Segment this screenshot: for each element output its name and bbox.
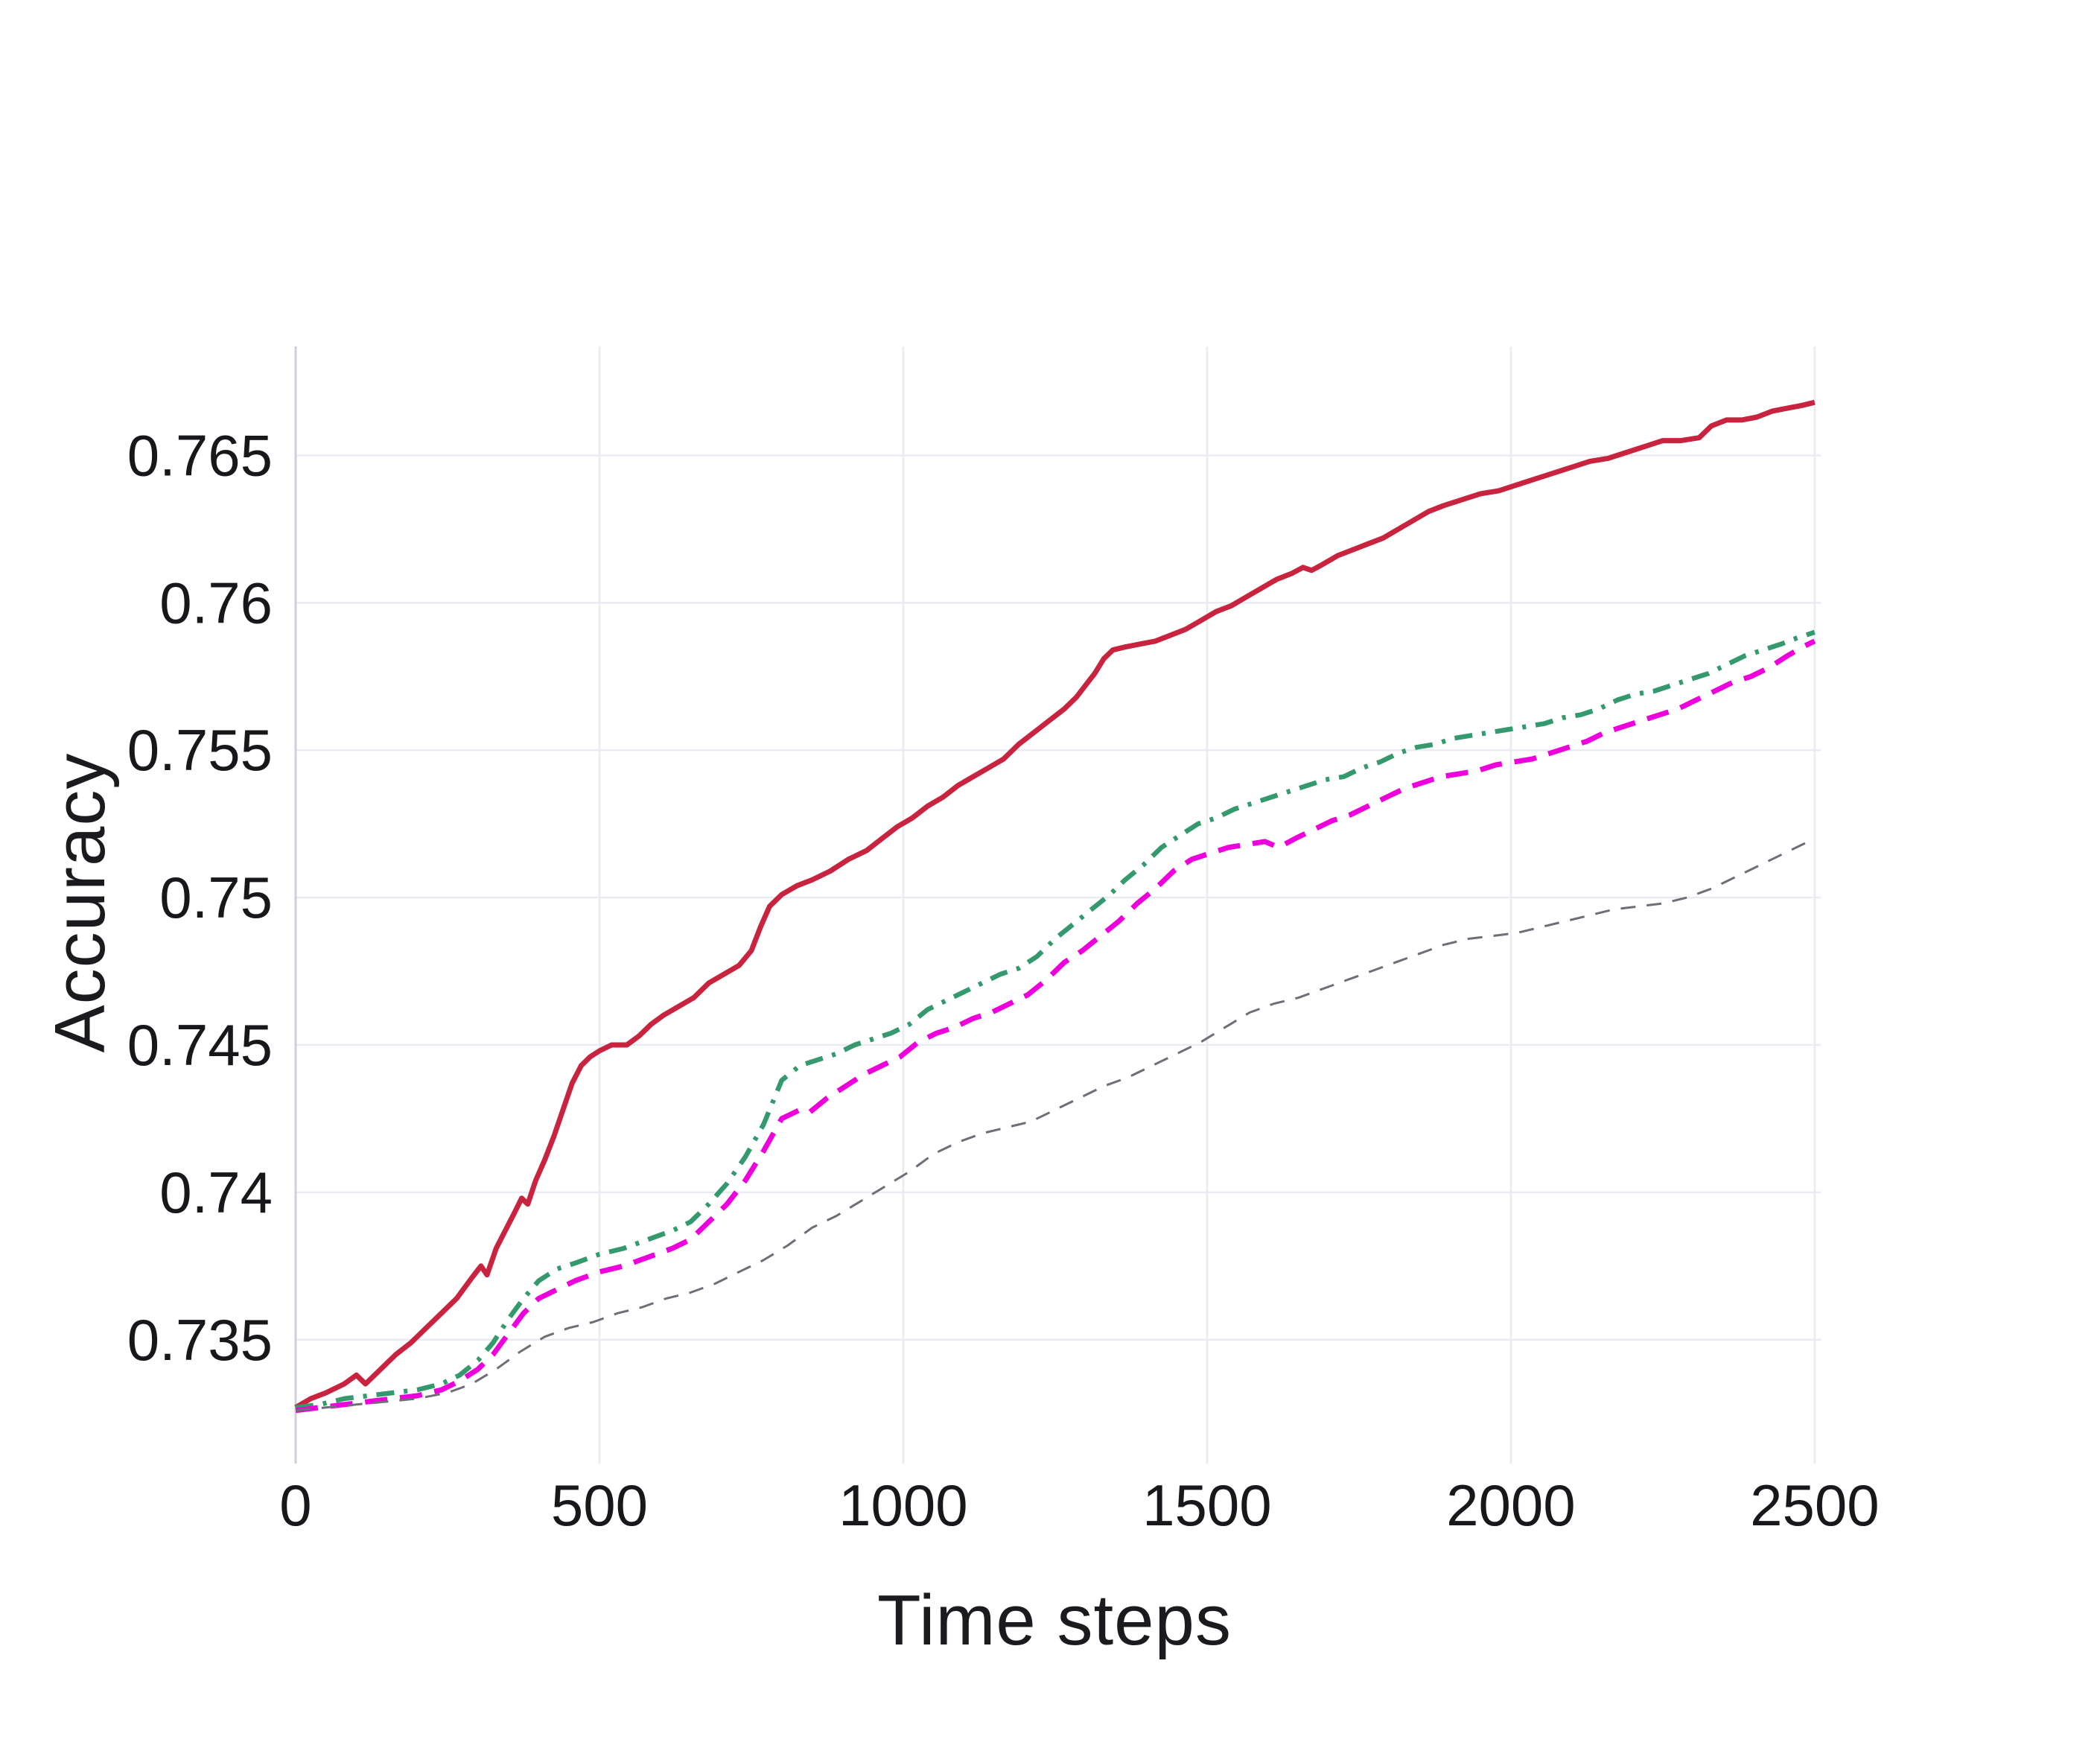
series-red-solid — [294, 399, 1816, 1410]
y-tick-label: 0.76 — [159, 570, 273, 635]
x-tick-label: 2500 — [1750, 1472, 1880, 1538]
y-tick-label: 0.735 — [127, 1307, 273, 1373]
x-tick-label: 1500 — [1142, 1472, 1272, 1538]
x-tick-label: 500 — [551, 1472, 648, 1538]
x-tick-label: 2000 — [1446, 1472, 1576, 1538]
y-tick-label: 0.75 — [159, 865, 273, 930]
y-tick-label: 0.74 — [159, 1160, 273, 1225]
x-tick-label: 0 — [279, 1472, 311, 1538]
y-tick-label: 0.755 — [127, 717, 273, 783]
y-tick-label: 0.765 — [127, 422, 273, 488]
series-green-dashdot — [295, 629, 1816, 1411]
series-magenta-dashed — [295, 638, 1816, 1414]
y-axis-title: Accuracy — [40, 752, 120, 1053]
series-gray-dashed-thin — [295, 837, 1816, 1412]
x-tick-label: 1000 — [839, 1472, 968, 1538]
y-tick-label: 0.745 — [127, 1012, 273, 1078]
x-axis-title: Time steps — [877, 1580, 1232, 1660]
